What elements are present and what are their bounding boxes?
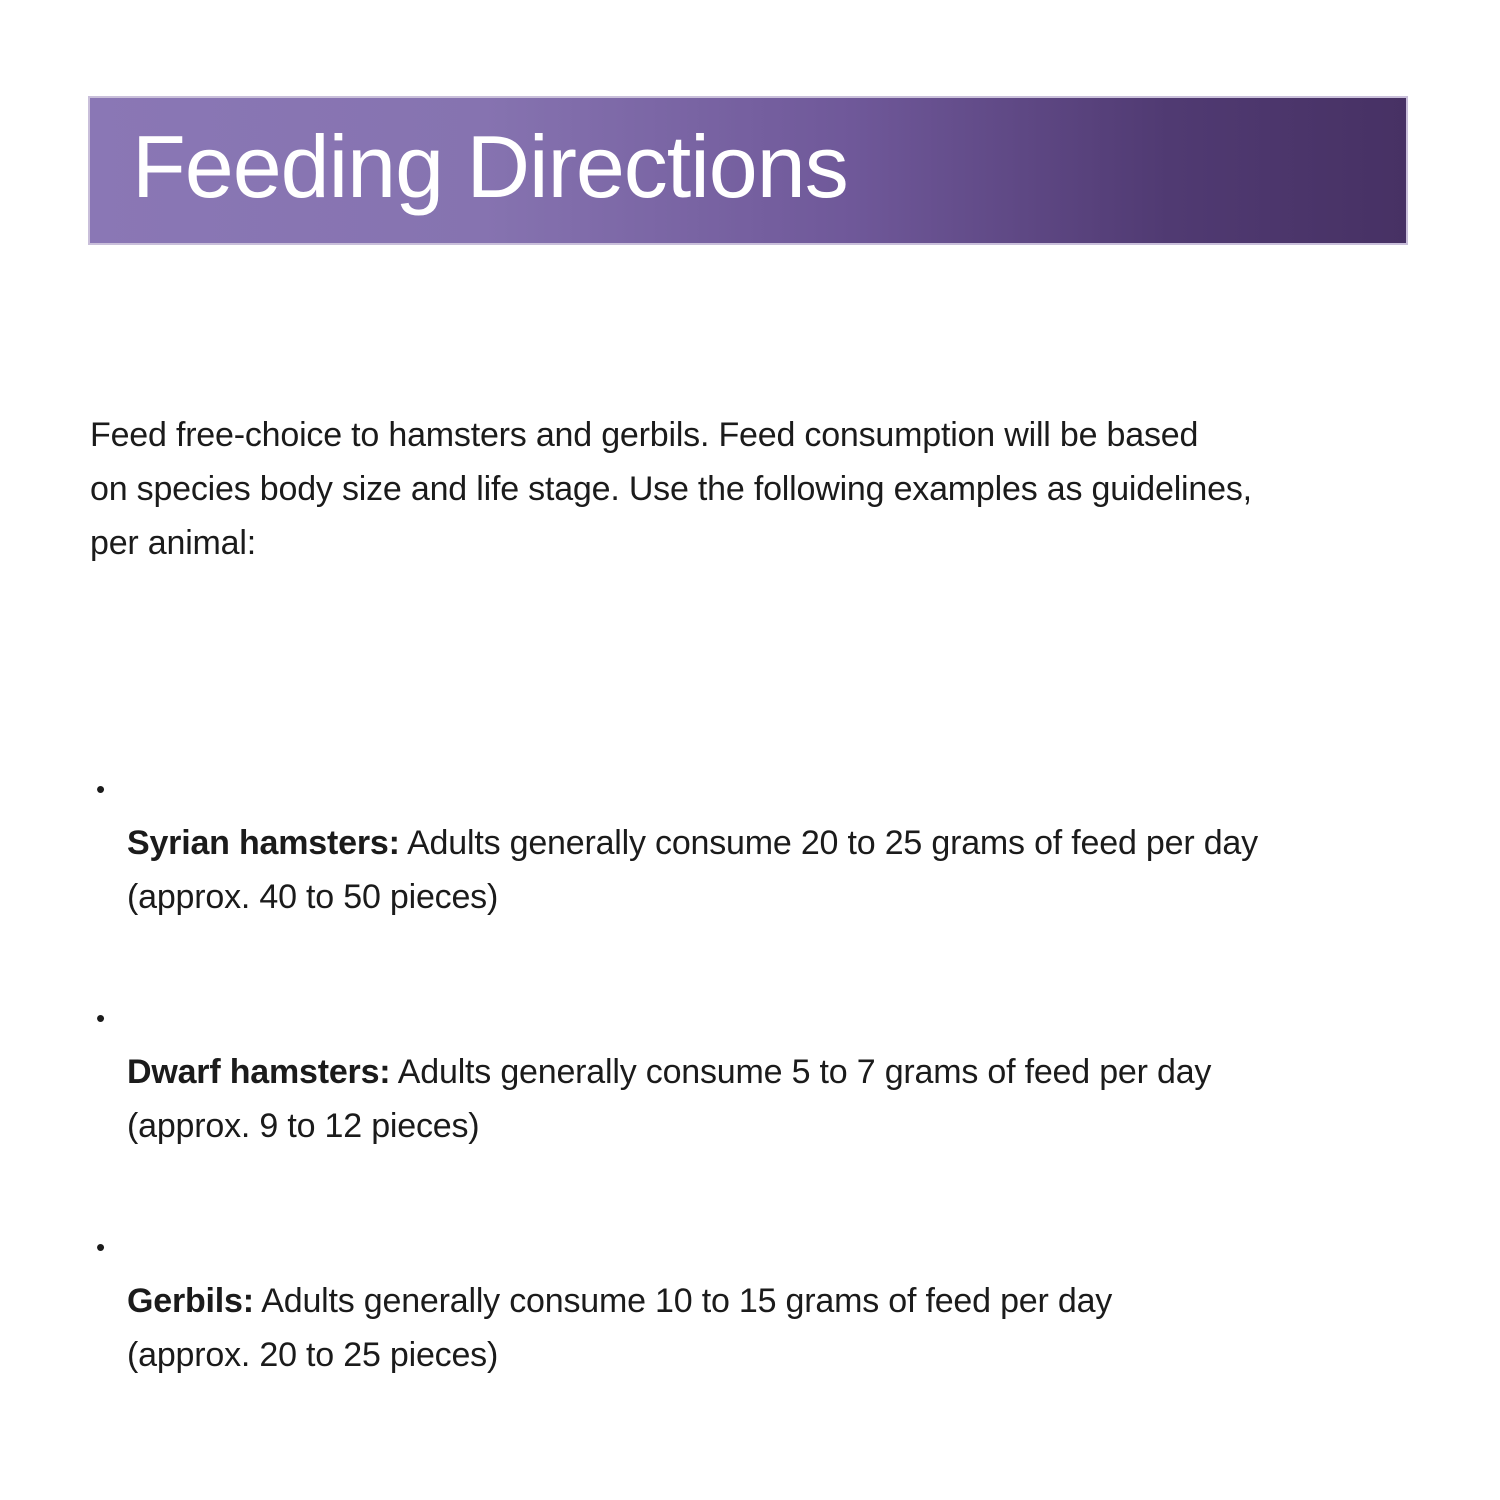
intro-paragraph: Feed free-choice to hamsters and gerbils… — [90, 416, 1252, 562]
list-item-lead: Gerbils: — [127, 1282, 254, 1320]
bullet-icon: • — [96, 1232, 105, 1262]
section-header-banner: Feeding Directions — [88, 96, 1408, 245]
list-item-text: Adults generally consume 20 to 25 grams … — [127, 824, 1258, 916]
list-item-text: Adults generally consume 10 to 15 grams … — [127, 1282, 1113, 1374]
list-item-dwarf-hamsters: • Dwarf hamsters: Adults generally consum… — [90, 991, 1430, 1153]
list-item-syrian-hamsters: • Syrian hamsters: Adults generally consu… — [90, 762, 1430, 924]
list-item-text: Adults generally consume 5 to 7 grams of… — [127, 1053, 1212, 1145]
page-title: Feeding Directions — [132, 116, 849, 216]
feeding-guidelines-list: • Syrian hamsters: Adults generally consu… — [90, 708, 1430, 1436]
list-item-gerbils: • Gerbils: Adults generally consume 10 to… — [90, 1220, 1430, 1382]
list-item-lead: Dwarf hamsters: — [127, 1053, 391, 1091]
bullet-icon: • — [96, 774, 105, 804]
bullet-icon: • — [96, 1003, 105, 1033]
feeding-directions-content: Feed free-choice to hamsters and gerbils… — [90, 300, 1430, 1500]
list-item-lead: Syrian hamsters: — [127, 824, 400, 862]
